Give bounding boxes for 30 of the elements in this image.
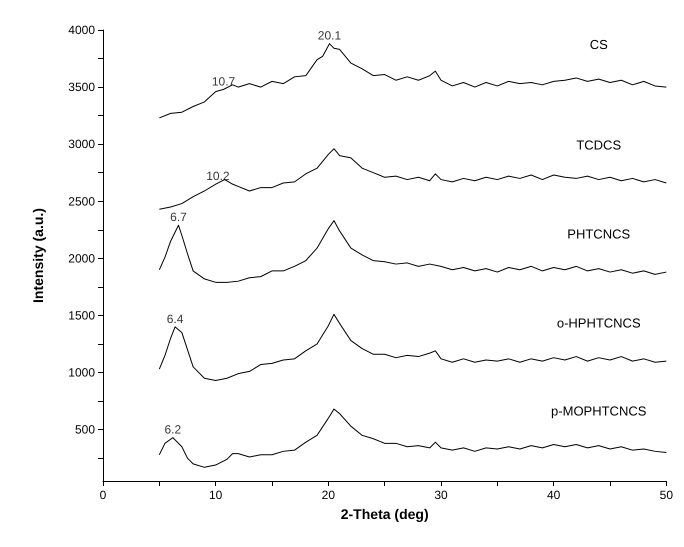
text: CS — [590, 37, 608, 52]
series-label: p-MOPHTCNCS — [551, 404, 647, 419]
annotation: 10.7 — [212, 74, 236, 88]
annotation: 20.1 — [318, 28, 342, 43]
x-tick-label: 10 — [208, 488, 223, 502]
y-tick-label: 3500 — [68, 80, 96, 94]
line-series — [158, 220, 667, 283]
text: o-HPHTCNCS — [556, 316, 641, 331]
y-tick-label: 500 — [74, 422, 96, 437]
y-tick-label: 3000 — [68, 137, 96, 152]
x-tick-label: 30 — [434, 488, 448, 502]
annotation: 6.4 — [166, 312, 184, 326]
line-series — [158, 314, 667, 382]
x-tick-label: 20 — [322, 488, 336, 502]
y-tick-label: 2000 — [68, 251, 96, 266]
x-axis-title: 2-Theta (deg) — [340, 506, 429, 522]
line-series — [158, 148, 667, 210]
annotation: 10.2 — [206, 169, 230, 184]
text: PHTCNCS — [567, 226, 630, 242]
x-tick-label: 0 — [100, 488, 107, 502]
y-tick-label: 1000 — [68, 366, 96, 380]
x-tick-label: 50 — [660, 488, 674, 502]
y-tick-label: 1500 — [68, 308, 96, 322]
x-tick-label: 40 — [546, 488, 561, 502]
series-label: TCDCS — [576, 138, 622, 153]
y-axis-title: Intensity (a.u.) — [30, 208, 46, 303]
y-tick-label: 4000 — [68, 23, 96, 37]
annotation: 6.7 — [170, 210, 188, 224]
annotation: 6.2 — [164, 422, 182, 437]
y-tick-label: 2500 — [68, 194, 96, 208]
